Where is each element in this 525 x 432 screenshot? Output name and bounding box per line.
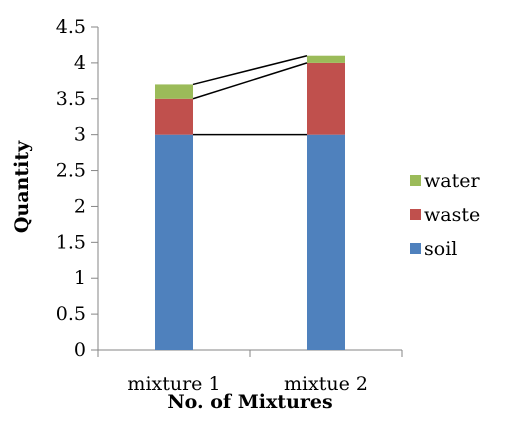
y-tick-label: 4 — [74, 52, 86, 74]
y-tick-label: 3.5 — [56, 88, 86, 110]
y-tick-label: 3 — [74, 124, 86, 146]
y-axis-title: Quantity — [11, 140, 33, 233]
series-line-water — [192, 54, 308, 86]
bar-soil — [155, 134, 193, 350]
legend-swatch-waste — [410, 209, 421, 220]
x-tick-label: mixture 1 — [127, 373, 220, 395]
legend-swatch-soil — [410, 243, 421, 254]
series-line-waste — [192, 62, 308, 100]
y-tick-label: 4.5 — [56, 16, 86, 38]
bar-waste — [155, 98, 193, 135]
legend-swatch-water — [410, 175, 421, 186]
x-tick-label: mixtue 2 — [284, 373, 368, 395]
y-tick-label: 0 — [74, 339, 86, 361]
x-axis-title: No. of Mixtures — [167, 391, 332, 413]
y-tick-label: 1.5 — [56, 231, 86, 253]
y-tick-label: 2.5 — [56, 160, 86, 182]
bar-water — [155, 84, 193, 99]
y-tick-label: 1 — [74, 267, 86, 289]
bar-water — [307, 55, 345, 63]
legend-label-waste: waste — [424, 204, 480, 226]
legend: water waste soil — [410, 170, 480, 260]
bar-soil — [307, 134, 345, 350]
legend-label-soil: soil — [424, 238, 457, 260]
bar-waste — [307, 62, 345, 135]
y-tick-label: 0.5 — [56, 303, 86, 325]
legend-label-water: water — [424, 170, 480, 192]
plot-area: 0 0.5 1 1.5 2 2.5 3 3.5 4 4.5 mixture 1 mixtue 2 — [56, 16, 403, 395]
y-tick-label: 2 — [74, 195, 86, 217]
